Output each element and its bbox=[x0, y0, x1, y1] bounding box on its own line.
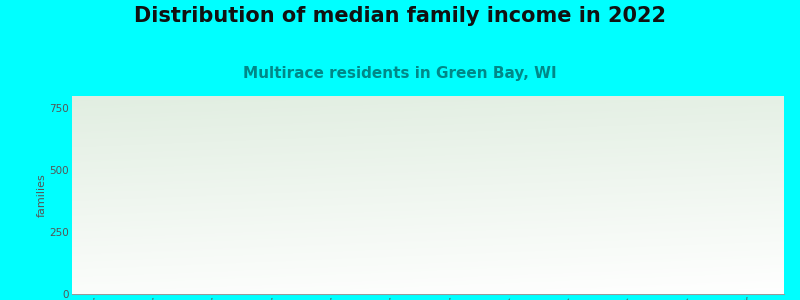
Text: Distribution of median family income in 2022: Distribution of median family income in … bbox=[134, 6, 666, 26]
Y-axis label: families: families bbox=[37, 173, 46, 217]
Bar bbox=[729, 285, 779, 294]
Bar bbox=[492, 139, 542, 294]
Text: Multirace residents in Green Bay, WI: Multirace residents in Green Bay, WI bbox=[243, 66, 557, 81]
Bar bbox=[254, 210, 305, 294]
Text: City-Data.com: City-Data.com bbox=[683, 104, 762, 114]
Bar bbox=[670, 275, 720, 294]
Bar bbox=[136, 168, 186, 294]
Bar bbox=[433, 238, 483, 294]
Bar bbox=[373, 268, 423, 294]
Bar bbox=[314, 204, 364, 294]
Bar bbox=[610, 246, 661, 294]
Bar bbox=[551, 220, 602, 294]
Bar bbox=[195, 246, 246, 294]
Bar bbox=[77, 220, 127, 294]
